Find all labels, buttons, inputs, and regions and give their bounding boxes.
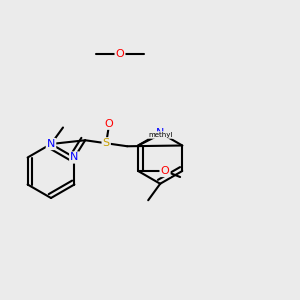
Text: N: N [70,152,79,163]
Text: N: N [47,139,55,149]
Text: O: O [161,166,170,176]
Text: O: O [116,49,124,59]
Text: S: S [103,138,110,148]
Text: methyl: methyl [148,132,173,138]
Text: O: O [105,119,114,129]
Text: N: N [156,128,164,138]
